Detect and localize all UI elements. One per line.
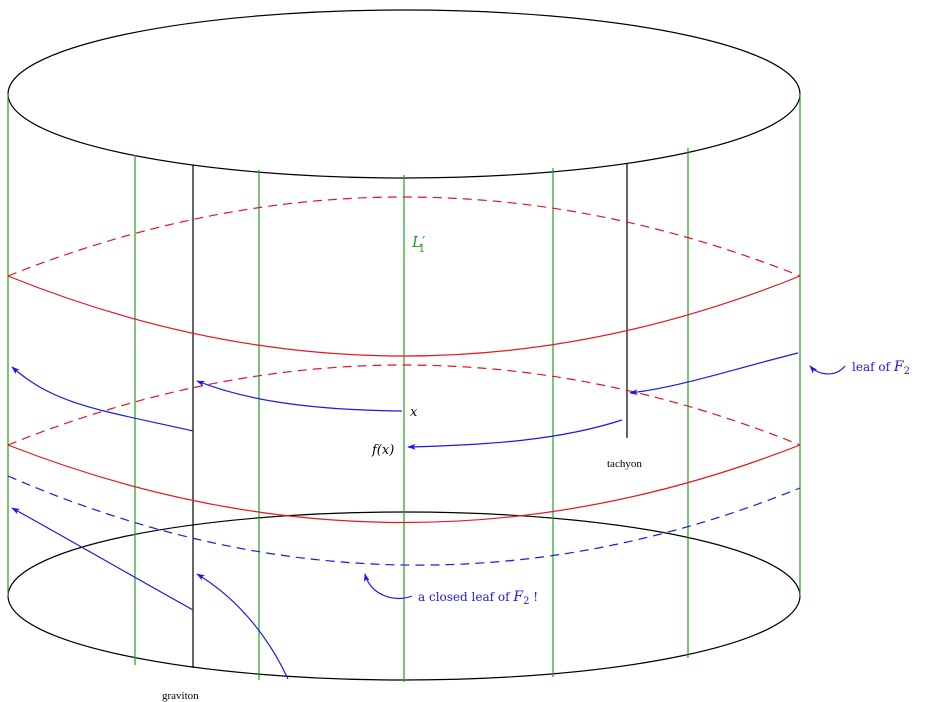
blue-leaf-right-lower bbox=[407, 419, 623, 450]
red-solid-lower bbox=[7, 444, 801, 524]
green-leaves bbox=[7, 94, 801, 682]
blue-leaf-x bbox=[196, 380, 403, 412]
label-fx: f(x) bbox=[371, 443, 394, 458]
red-dashed-lower bbox=[7, 364, 801, 446]
label-x: x bbox=[410, 405, 418, 420]
blue-leaf-left-lower bbox=[11, 507, 194, 611]
red-solid-upper bbox=[7, 275, 801, 357]
blue-leaf-bottom bbox=[196, 573, 289, 680]
label-L1-prime: L′1 bbox=[411, 233, 426, 255]
label-leaf-of-F2: leaf of F2 bbox=[852, 359, 910, 377]
label-tachyon: tachyon bbox=[607, 458, 642, 470]
blue-leaf-right-upper bbox=[629, 352, 799, 396]
blue-leaf-left-upper bbox=[11, 366, 194, 432]
blue-dashed-closed-leaf bbox=[7, 475, 801, 566]
label-closed-leaf: a closed leaf of F2 ! bbox=[418, 589, 538, 607]
top-ellipse bbox=[7, 9, 801, 179]
label-graviton: graviton bbox=[162, 690, 199, 702]
leaf-of-F2-pointer bbox=[809, 365, 846, 375]
closed-leaf-pointer bbox=[363, 573, 413, 600]
red-dashed-upper bbox=[7, 196, 801, 277]
